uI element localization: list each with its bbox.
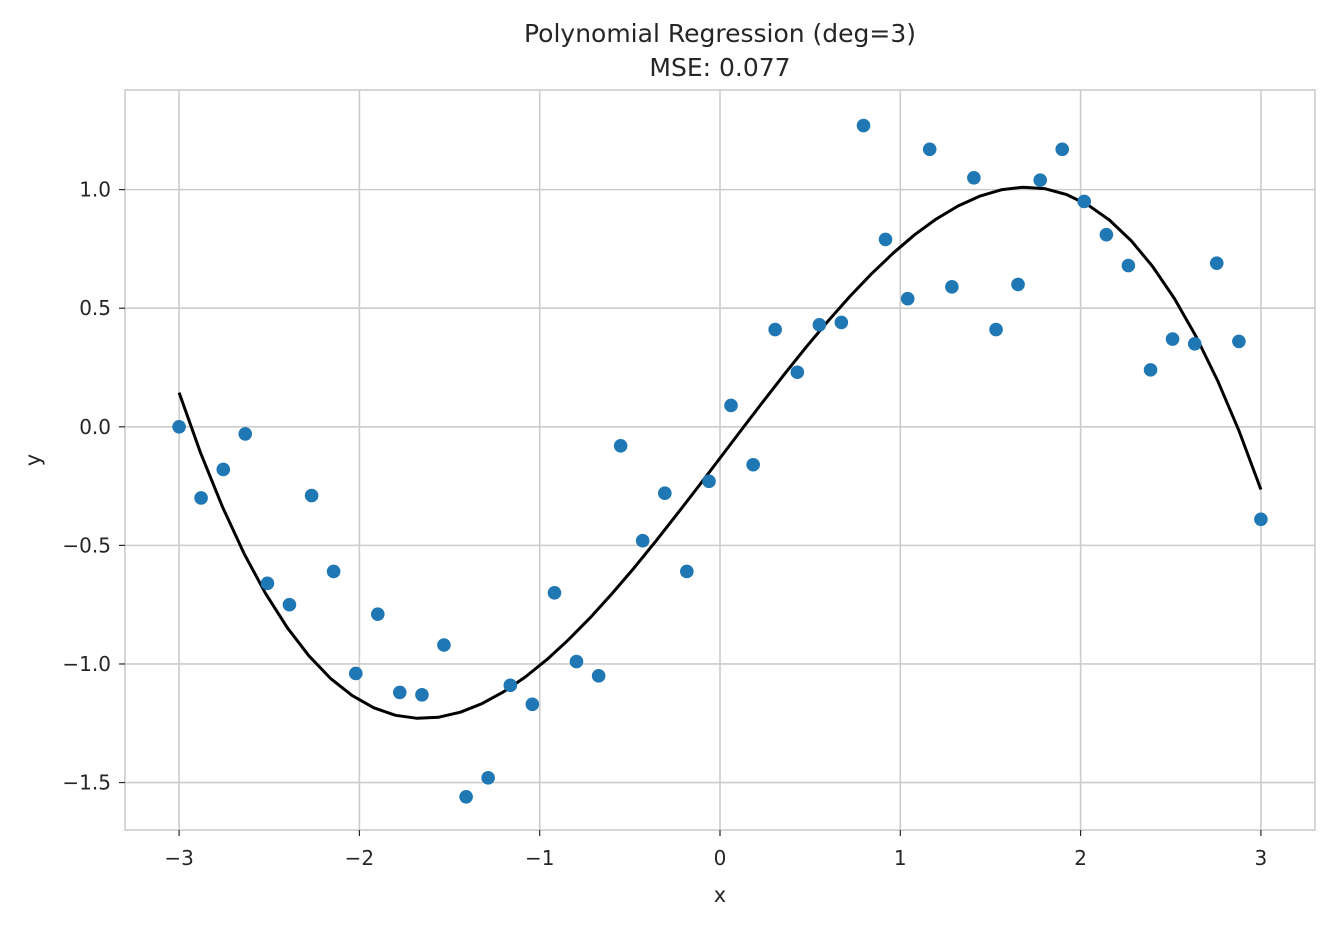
data-point: [194, 491, 208, 505]
scatter-points: [172, 118, 1268, 804]
data-point: [834, 315, 849, 330]
y-axis-label: y: [21, 454, 45, 466]
data-point: [812, 318, 827, 332]
data-point: [635, 533, 650, 548]
x-axis-label: x: [714, 883, 726, 907]
data-point: [304, 488, 319, 503]
data-point: [503, 678, 518, 693]
data-point: [392, 685, 407, 700]
x-tick-label: 3: [1255, 846, 1268, 870]
x-tick-label: 2: [1074, 846, 1087, 870]
data-point: [370, 607, 385, 621]
data-point: [878, 232, 893, 247]
data-point: [1055, 142, 1070, 157]
data-point: [172, 419, 186, 434]
data-point: [922, 142, 937, 157]
data-point: [459, 789, 473, 804]
data-point: [216, 462, 231, 477]
data-point: [613, 438, 628, 453]
x-tick-label: 0: [714, 846, 727, 870]
y-tick-label: 0.5: [79, 296, 111, 320]
data-point: [900, 291, 915, 306]
data-point: [1232, 334, 1246, 349]
data-point: [1077, 194, 1092, 209]
data-point: [591, 669, 606, 683]
data-point: [260, 576, 275, 591]
data-point: [724, 398, 738, 413]
data-point: [1099, 227, 1114, 242]
data-point: [525, 697, 540, 712]
data-point: [1033, 173, 1048, 187]
y-tick-label: 1.0: [79, 178, 111, 202]
data-point: [348, 666, 363, 681]
data-point: [746, 457, 760, 472]
data-point: [547, 586, 562, 600]
data-point: [326, 564, 341, 579]
data-point: [989, 322, 1003, 337]
data-point: [238, 427, 253, 441]
data-point: [1254, 512, 1268, 527]
x-tick-label: 1: [894, 846, 907, 870]
data-point: [945, 280, 959, 294]
y-tick-label: 0.0: [79, 415, 111, 439]
data-point: [680, 564, 694, 579]
x-tick-label: −2: [345, 846, 374, 870]
data-point: [1011, 277, 1025, 292]
y-tick-label: −1.5: [62, 771, 111, 795]
y-tick-label: −1.0: [62, 652, 111, 676]
data-point: [282, 597, 297, 612]
data-point: [437, 638, 451, 652]
data-point: [1209, 256, 1224, 270]
y-tick-label: −0.5: [62, 533, 111, 557]
x-tick-label: −1: [525, 846, 554, 870]
data-point: [415, 688, 429, 702]
data-point: [1187, 336, 1202, 351]
x-tick-label: −3: [164, 846, 193, 870]
data-point: [702, 474, 716, 489]
grid: [125, 90, 1315, 830]
chart-title: Polynomial Regression (deg=3): [524, 19, 916, 48]
data-point: [1165, 332, 1180, 346]
axis-ticks: −3 −2 −1 0 1 2 3 −1.5 −1.0 −0.5 0.0 0.5 1.0: [62, 178, 1267, 870]
data-point: [658, 486, 672, 501]
data-point: [790, 365, 805, 380]
chart-subtitle: MSE: 0.077: [649, 53, 790, 82]
data-point: [768, 322, 782, 337]
data-point: [1121, 258, 1136, 273]
data-point: [856, 118, 871, 133]
data-point: [569, 654, 584, 669]
data-point: [481, 771, 495, 785]
data-point: [1143, 363, 1158, 377]
data-point: [967, 170, 981, 185]
